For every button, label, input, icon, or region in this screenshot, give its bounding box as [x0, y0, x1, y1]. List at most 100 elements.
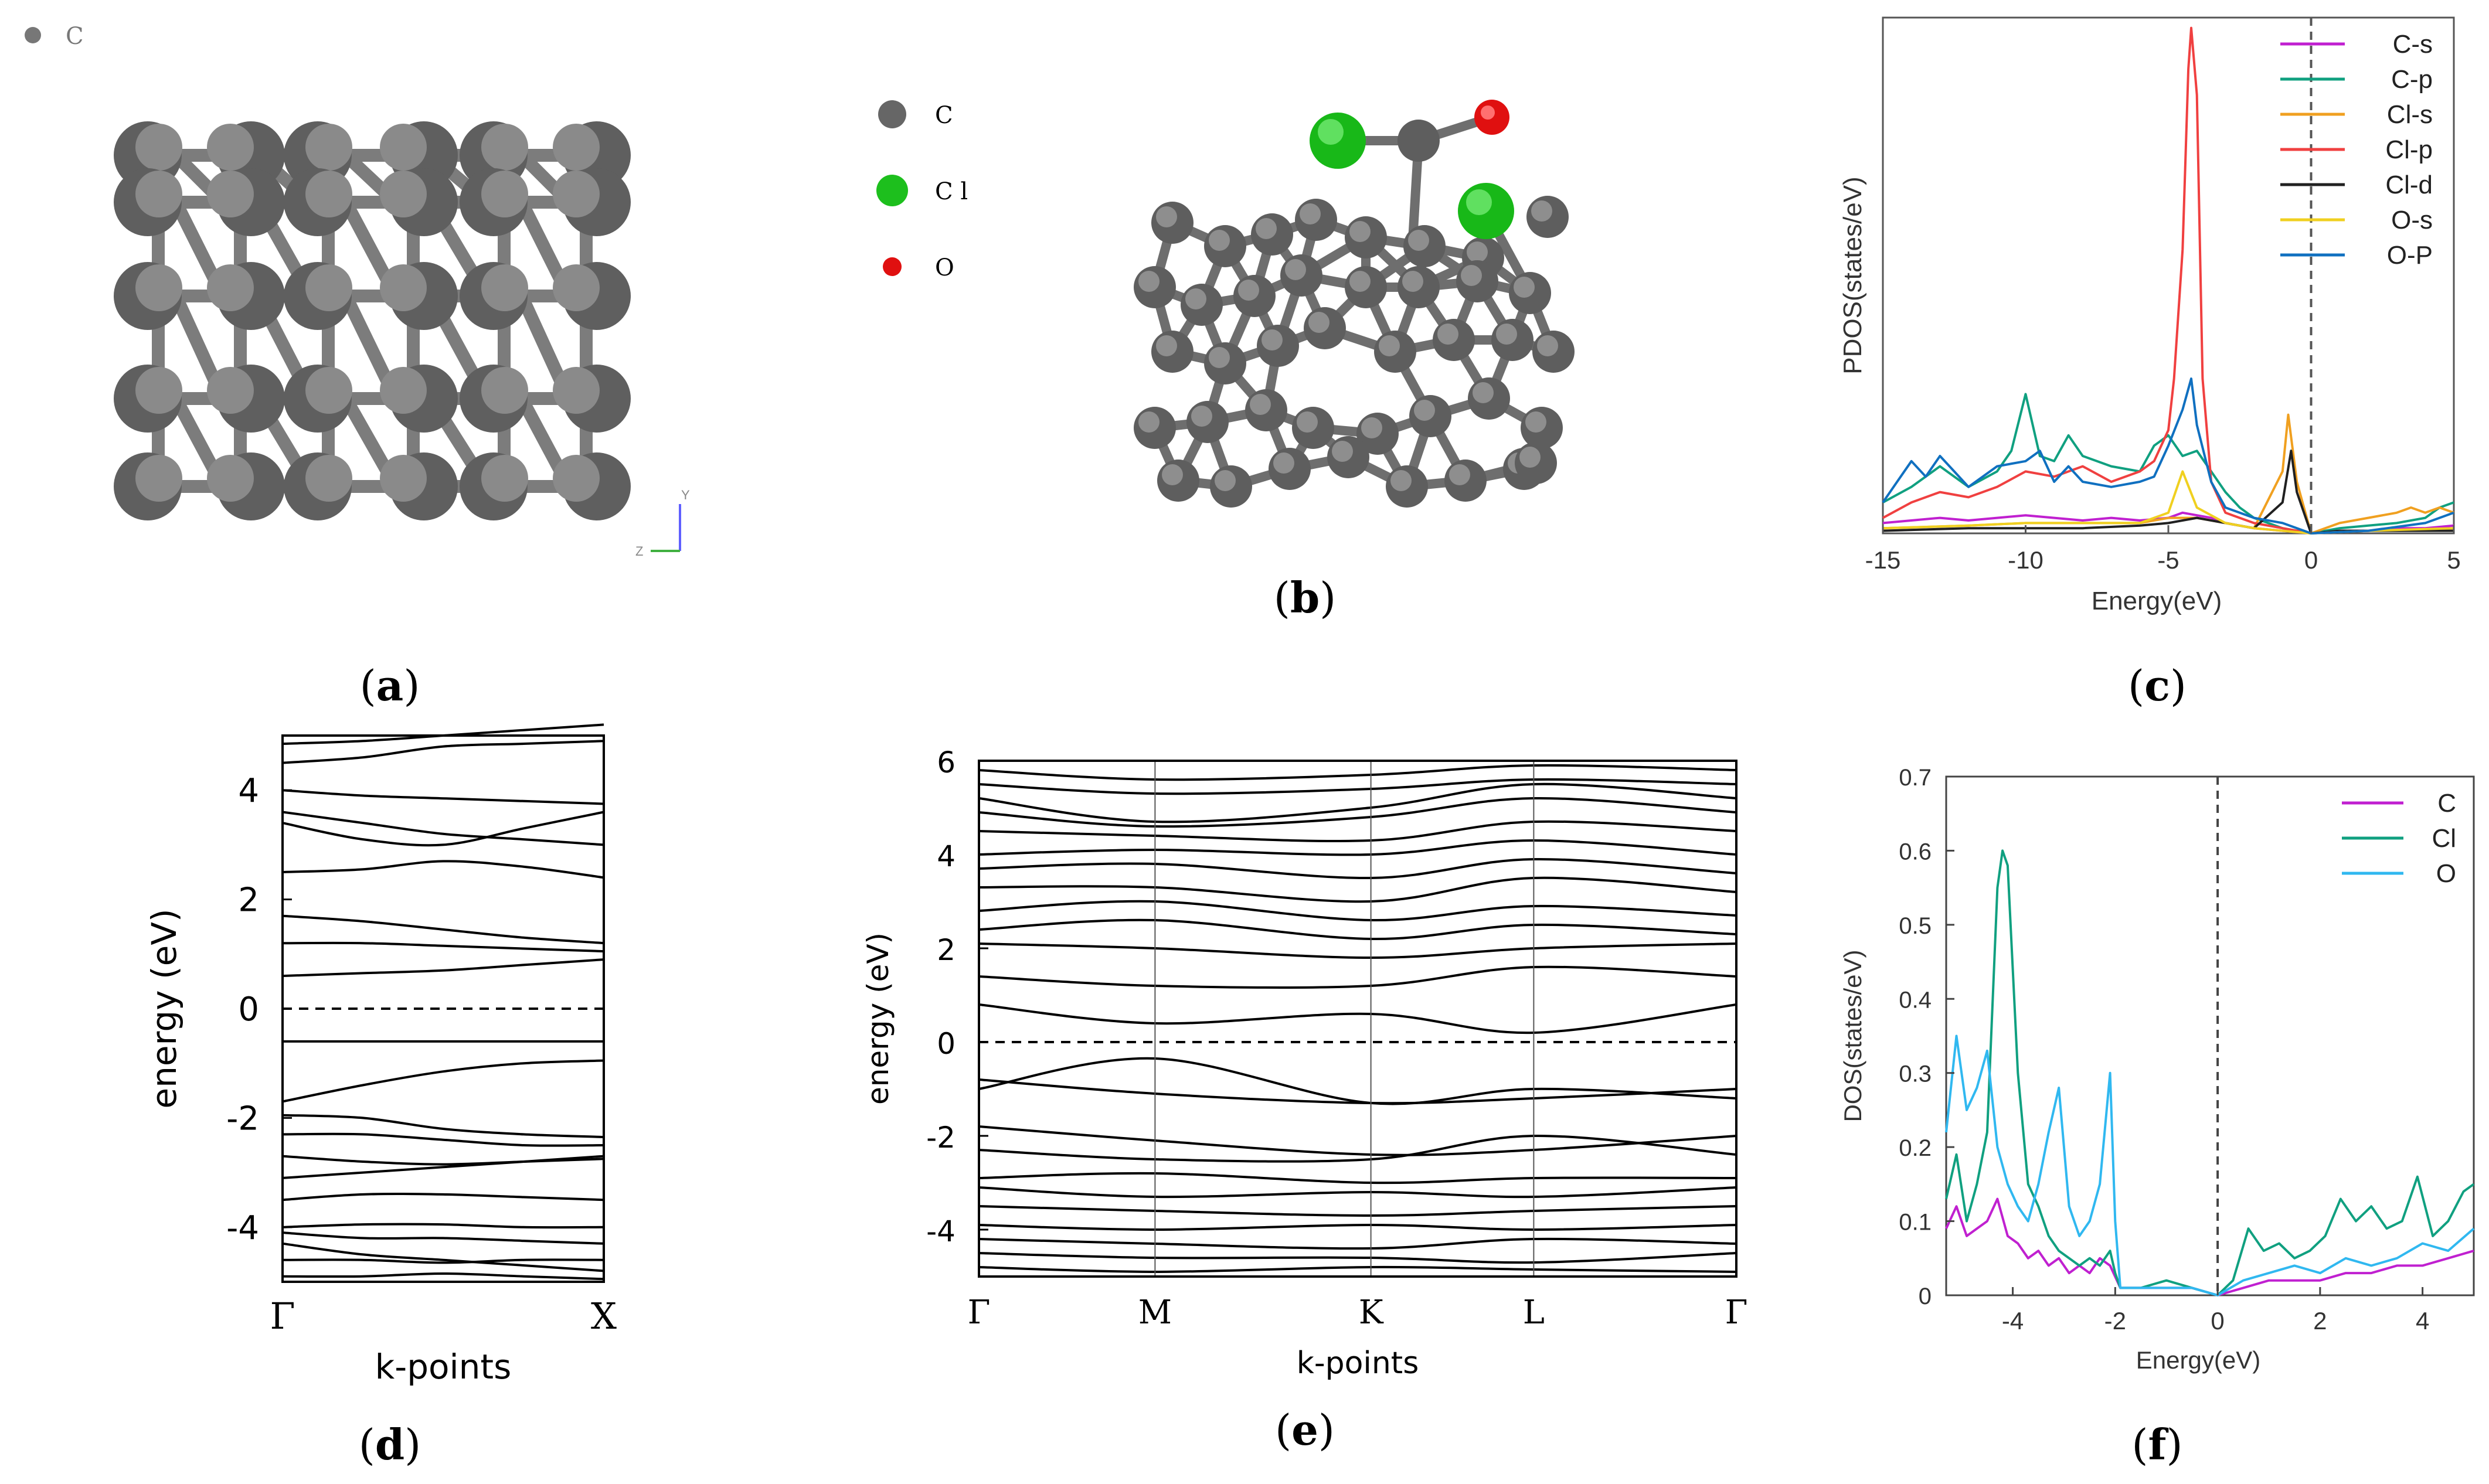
x-tick-label: 2 — [2313, 1307, 2327, 1335]
x-tick-label: -15 — [1865, 546, 1901, 574]
band-line — [282, 1155, 604, 1179]
carbon-atom-highlight — [1349, 271, 1371, 292]
kpoint-label: Γ — [270, 1295, 295, 1337]
x-tick-label: -5 — [2157, 546, 2179, 574]
band-line — [282, 860, 604, 879]
band-line — [282, 958, 604, 978]
carbon-atom-highlight — [1379, 335, 1400, 356]
y-tick-label: -2 — [926, 1121, 956, 1155]
legend-label-carbon: C — [935, 102, 953, 129]
band-line — [282, 1258, 604, 1264]
x-tick-label: 5 — [2447, 546, 2460, 574]
y-tick-label: 0.6 — [1899, 839, 1932, 864]
band-line — [282, 914, 604, 945]
carbon-atom-highlight — [553, 171, 600, 217]
carbon-atom-highlight — [553, 367, 600, 414]
pdos-chart: -15 -10 -5 0 5 Energy(eV) PDOS(states/eV) C-s C-… — [1838, 16, 2461, 615]
carbon-atom-highlight — [380, 124, 427, 171]
carbon-atom-highlight — [1300, 203, 1321, 224]
band-line — [282, 1192, 604, 1202]
caption-d: (d) — [359, 1420, 421, 1469]
legend-carbon-icon — [878, 100, 906, 128]
band-line — [282, 811, 604, 847]
carbon-atom-highlight — [1185, 288, 1206, 309]
x-axis-label: k-points — [1297, 1346, 1419, 1381]
band-line — [282, 1231, 604, 1245]
carbon-atom-highlight — [135, 264, 182, 311]
y-tick-label: 2 — [238, 881, 259, 920]
carbon-atom-highlight — [135, 171, 182, 217]
oxygen-atom-highlight — [1481, 105, 1495, 120]
carbon-atom-highlight — [1537, 335, 1558, 356]
carbon-atom-highlight — [1261, 329, 1283, 350]
band-line — [282, 1223, 604, 1229]
carbon-atom-highlight — [1332, 441, 1353, 462]
carbon-atom-highlight — [1531, 200, 1552, 222]
carbon-atom-highlight — [207, 171, 254, 217]
band-line — [282, 740, 604, 764]
carbon-atom-highlight — [207, 264, 254, 311]
carbon-atom-highlight — [481, 264, 528, 311]
carbon-atom-highlight — [1473, 382, 1494, 403]
kpoint-label: X — [591, 1295, 617, 1337]
carbon-atom-highlight — [1308, 312, 1329, 333]
carbon-atom-highlight — [1361, 417, 1382, 438]
legend-oxygen-icon — [883, 257, 902, 276]
y-tick-label: 0.4 — [1899, 987, 1932, 1013]
band-line — [282, 789, 604, 805]
carbon-atom-highlight — [553, 264, 600, 311]
carbon-atom-highlight — [305, 367, 352, 414]
y-tick-label: 0 — [238, 991, 259, 1029]
carbon-atom-highlight — [481, 367, 528, 414]
kpoint-label: L — [1523, 1294, 1545, 1332]
band-structure-chart-e: 6 4 2 0 -2 -4 Γ M K L Γk-points energy (eV) — [861, 746, 1747, 1381]
kpoint-label: Γ — [1725, 1294, 1748, 1332]
carbon-atom-highlight — [1238, 280, 1259, 301]
carbon-atom-highlight — [481, 171, 528, 217]
legend-label: O — [2436, 859, 2456, 888]
legend-carbon-icon — [25, 27, 41, 43]
legend-label-oxygen: O — [935, 254, 954, 281]
y-tick-label: 0 — [1919, 1284, 1932, 1309]
series-line-o-s — [1882, 470, 2454, 535]
plot-frame — [1945, 775, 2475, 1296]
carbon-atom-highlight — [1156, 335, 1177, 356]
carbon-atom-highlight — [1390, 470, 1412, 491]
x-axis-label: Energy(eV) — [2136, 1346, 2260, 1374]
carbon-atom-highlight — [553, 455, 600, 502]
x-tick-label: 0 — [2211, 1307, 2224, 1335]
caption-e: (e) — [1275, 1405, 1335, 1455]
y-tick-label: -4 — [926, 1214, 956, 1248]
legend-label-c: C — [66, 23, 84, 50]
carbon-atom-highlight — [1297, 411, 1318, 433]
carbon-atom-highlight — [1414, 400, 1435, 421]
y-tick-label: 0.2 — [1899, 1135, 1932, 1161]
y-tick-label: 6 — [937, 746, 956, 780]
carbon-atom — [1397, 120, 1440, 162]
band-line — [282, 941, 604, 953]
axis-triad: Y Z — [635, 488, 690, 559]
caption-b: (b) — [1274, 573, 1337, 622]
carbon-atom-highlight — [1209, 347, 1230, 368]
adsorbed-molecule-image — [1134, 100, 1575, 508]
caption-a: (a) — [360, 661, 420, 710]
band-structure-chart-d: 4 2 0 -2 -4 Γ Xk-points energy (eV) — [144, 723, 617, 1387]
band-line — [282, 1272, 604, 1281]
carbon-atom-highlight — [1138, 271, 1160, 292]
carbon-atom-highlight — [553, 124, 600, 171]
carbon-atom-highlight — [1437, 324, 1458, 345]
carbon-atom-highlight — [1256, 218, 1277, 239]
carbon-atom-highlight — [305, 264, 352, 311]
axis-z-label: Z — [635, 544, 643, 559]
band-line — [282, 1114, 604, 1138]
carbon-atom-highlight — [1349, 221, 1371, 242]
carbon-atom-highlight — [135, 367, 182, 414]
kpoint-label: M — [1138, 1294, 1172, 1332]
y-axis-label: DOS(states/eV) — [1839, 949, 1866, 1122]
y-tick-label: 4 — [937, 839, 956, 873]
band-line — [282, 811, 604, 846]
legend-label: C — [2437, 789, 2456, 818]
y-tick-label: 0.7 — [1899, 765, 1932, 791]
caption-f: (f) — [2131, 1420, 2182, 1469]
